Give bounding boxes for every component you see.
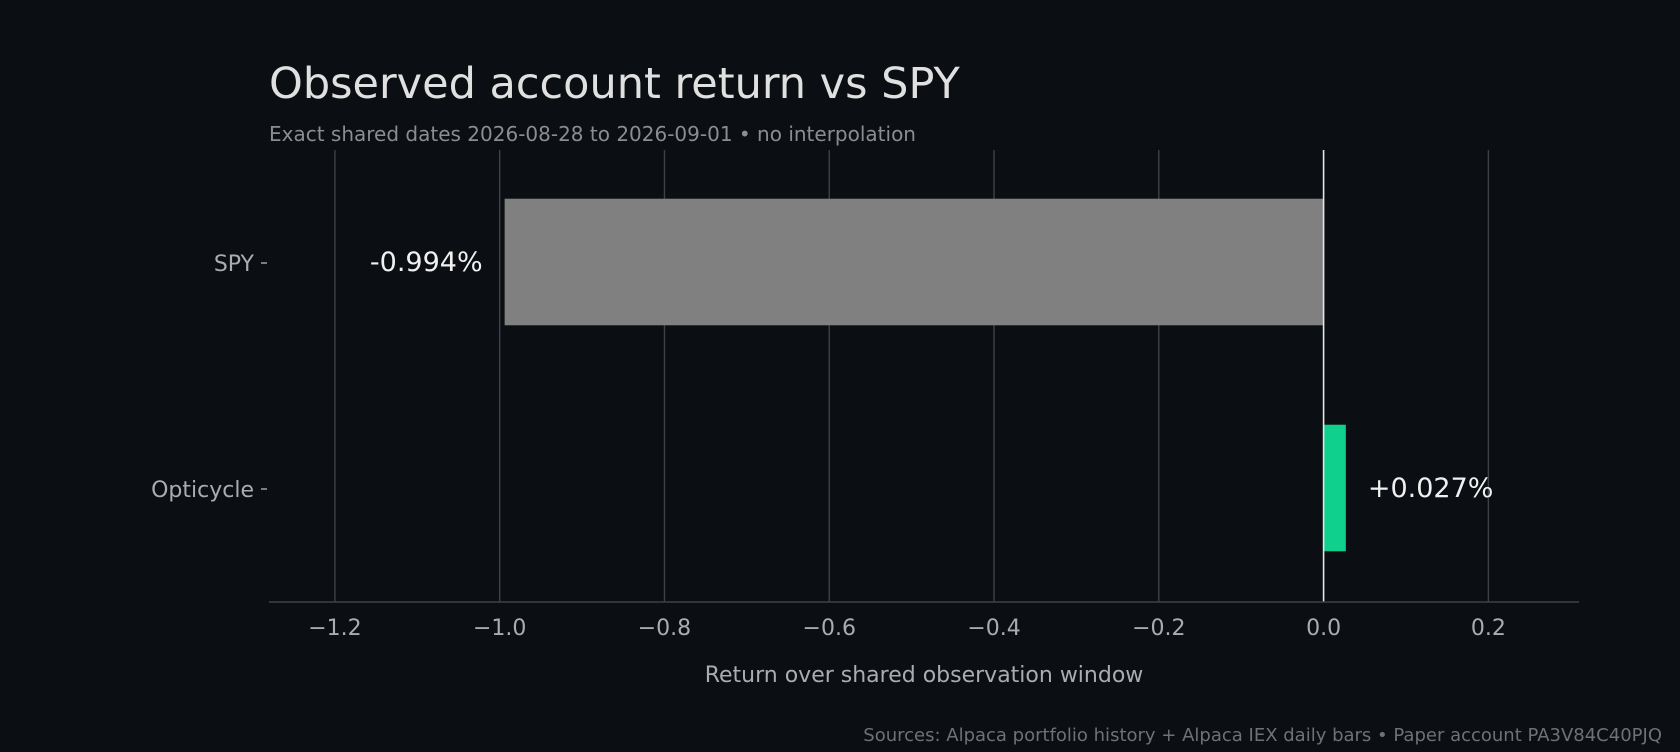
x-tick-label: 0.0 bbox=[1306, 616, 1341, 641]
x-tick-label: −1.2 bbox=[308, 616, 361, 641]
value-label: +0.027% bbox=[1368, 473, 1494, 504]
x-tick-label: −0.8 bbox=[638, 616, 691, 641]
chart-footer: Sources: Alpaca portfolio history + Alpa… bbox=[863, 725, 1662, 746]
x-tick-label: −0.2 bbox=[1132, 616, 1185, 641]
y-tick-label: SPY bbox=[214, 252, 255, 277]
value-label: -0.994% bbox=[370, 247, 483, 278]
y-tick-label: Opticycle bbox=[151, 478, 254, 503]
bar-opticycle bbox=[1323, 424, 1346, 552]
x-tick-label: 0.2 bbox=[1471, 616, 1506, 641]
labels: −1.2 −1.0 −0.8 −0.6 −0.4 −0.2 0.0 0.2 SPY Opticyc… bbox=[151, 247, 1506, 641]
chart-title: Observed account return vs SPY bbox=[269, 59, 960, 109]
x-axis-label: Return over shared observation window bbox=[705, 663, 1144, 688]
bars bbox=[504, 198, 1346, 552]
x-tick-label: −0.6 bbox=[803, 616, 856, 641]
axes bbox=[261, 150, 1579, 603]
x-tick-label: −1.0 bbox=[473, 616, 526, 641]
bar-spy bbox=[504, 198, 1324, 326]
chart-subtitle: Exact shared dates 2026-08-28 to 2026-09… bbox=[269, 122, 916, 146]
x-tick-label: −0.4 bbox=[967, 616, 1020, 641]
